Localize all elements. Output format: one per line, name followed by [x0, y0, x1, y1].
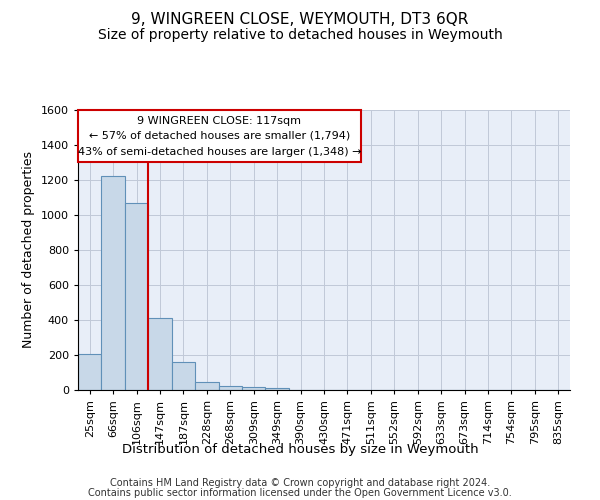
Text: Contains public sector information licensed under the Open Government Licence v3: Contains public sector information licen…: [88, 488, 512, 498]
Text: Distribution of detached houses by size in Weymouth: Distribution of detached houses by size …: [122, 442, 478, 456]
Bar: [172, 362, 195, 390]
Bar: [218, 386, 242, 390]
Text: 9, WINGREEN CLOSE, WEYMOUTH, DT3 6QR: 9, WINGREEN CLOSE, WEYMOUTH, DT3 6QR: [131, 12, 469, 28]
Text: ← 57% of detached houses are smaller (1,794): ← 57% of detached houses are smaller (1,…: [89, 131, 350, 141]
Y-axis label: Number of detached properties: Number of detached properties: [22, 152, 35, 348]
FancyBboxPatch shape: [78, 110, 361, 162]
Bar: [242, 388, 265, 390]
Text: 43% of semi-detached houses are larger (1,348) →: 43% of semi-detached houses are larger (…: [77, 146, 361, 156]
Bar: [125, 203, 148, 390]
Bar: [265, 388, 289, 390]
Text: Contains HM Land Registry data © Crown copyright and database right 2024.: Contains HM Land Registry data © Crown c…: [110, 478, 490, 488]
Text: Size of property relative to detached houses in Weymouth: Size of property relative to detached ho…: [98, 28, 502, 42]
Bar: [78, 354, 101, 390]
Bar: [101, 176, 125, 390]
Bar: [148, 318, 172, 390]
Text: 9 WINGREEN CLOSE: 117sqm: 9 WINGREEN CLOSE: 117sqm: [137, 116, 301, 126]
Bar: [195, 382, 218, 390]
